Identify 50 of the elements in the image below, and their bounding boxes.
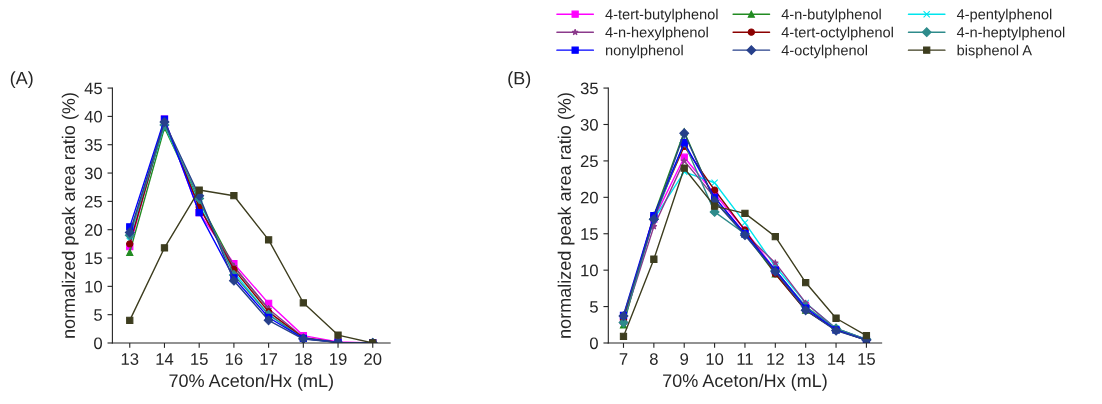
y-tick-label: 10 xyxy=(581,264,598,277)
x-axis-title: 70% Aceton/Hx (mL) xyxy=(663,373,827,391)
x-tick-label: 10 xyxy=(706,353,724,365)
x-tick-label: 8 xyxy=(649,353,658,365)
y-tick-label: 30 xyxy=(580,118,598,131)
x-tick-label: 13 xyxy=(121,353,139,365)
x-tick-label: 13 xyxy=(797,353,815,365)
y-tick-label: 20 xyxy=(580,191,598,204)
legend-label: 4-n-hexylphenol xyxy=(605,26,708,41)
y-tick-label: 5 xyxy=(589,301,598,313)
chart-title: (A) xyxy=(10,71,33,89)
y-tick-label: 25 xyxy=(84,195,102,208)
x-tick-label: 20 xyxy=(364,353,382,365)
y-tick-label: 0 xyxy=(94,337,103,350)
x-tick-label: 9 xyxy=(680,353,689,365)
y-tick-label: 30 xyxy=(84,167,103,180)
x-tick-label: 18 xyxy=(295,353,312,365)
y-tick-label: 35 xyxy=(84,139,102,151)
legend-label: 4-n-butylphenol xyxy=(781,8,881,23)
y-tick-label: 10 xyxy=(85,280,103,293)
legend-label: nonylphenol xyxy=(606,44,683,59)
y-tick-label: 5 xyxy=(94,309,102,321)
legend-label: 4-tert-butylphenol xyxy=(605,8,718,23)
x-tick-label: 15 xyxy=(858,353,875,365)
x-tick-label: 14 xyxy=(156,353,174,365)
x-tick-label: 16 xyxy=(225,353,243,365)
x-axis-title: 70% Aceton/Hx (mL) xyxy=(169,373,333,391)
x-tick-label: 11 xyxy=(737,353,753,365)
x-tick-label: 19 xyxy=(330,353,347,365)
y-tick-label: 45 xyxy=(84,82,102,95)
y-tick-label: 40 xyxy=(84,110,103,123)
x-tick-label: 17 xyxy=(260,353,278,365)
chart-title: (B) xyxy=(508,71,531,89)
y-tick-label: 35 xyxy=(580,82,598,95)
x-tick-label: 14 xyxy=(828,353,845,365)
y-tick-label: 20 xyxy=(84,224,103,236)
legend-label: 4-pentylphenol xyxy=(956,8,1052,23)
x-tick-label: 7 xyxy=(619,353,628,365)
y-axis-title: normalized peak area ratio (%) xyxy=(61,93,79,338)
x-tick-label: 12 xyxy=(767,353,784,365)
x-tick-label: 15 xyxy=(191,353,208,365)
y-axis-title: normalized peak area ratio (%) xyxy=(557,93,575,338)
legend-label: 4-tert-octylphenol xyxy=(781,26,893,41)
y-tick-label: 0 xyxy=(589,337,598,350)
y-tick-label: 15 xyxy=(85,252,102,265)
y-tick-label: 15 xyxy=(581,228,598,240)
legend-label: 4-n-heptylphenol xyxy=(956,26,1065,41)
legend-label: 4-octylphenol xyxy=(781,44,867,59)
y-tick-label: 25 xyxy=(580,155,598,168)
legend-label: bisphenol A xyxy=(957,44,1032,59)
